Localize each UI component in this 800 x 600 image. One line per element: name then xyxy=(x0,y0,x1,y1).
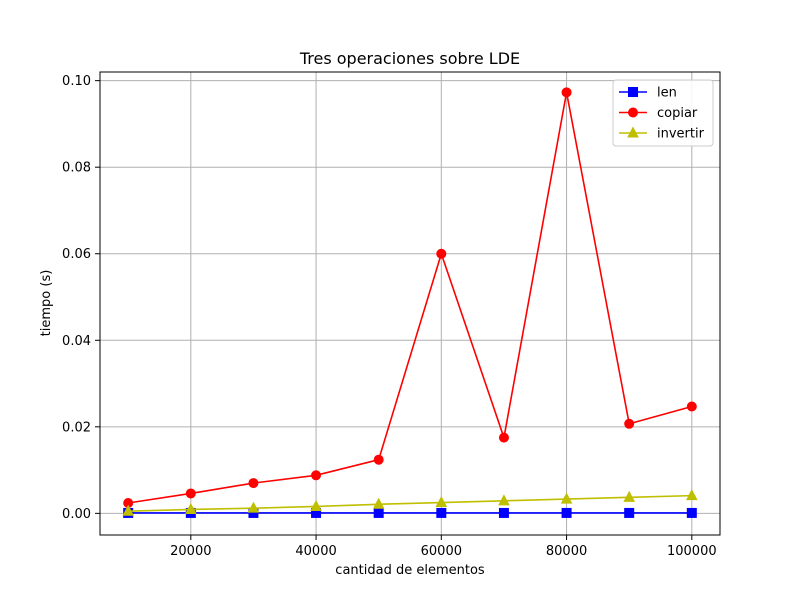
data-point-len xyxy=(373,507,384,518)
data-point-invertir xyxy=(623,490,636,502)
legend-label: len xyxy=(657,86,677,101)
data-point-copiar xyxy=(373,454,384,465)
data-point-copiar xyxy=(248,478,259,489)
y-tick-label: 0.02 xyxy=(62,420,91,435)
data-point-copiar xyxy=(686,401,697,412)
x-tick-label: 80000 xyxy=(546,544,587,559)
data-point-invertir xyxy=(685,489,698,501)
data-point-invertir xyxy=(310,499,322,511)
y-tick-label: 0.10 xyxy=(62,74,91,89)
y-tick-label: 0.06 xyxy=(62,247,91,262)
legend-item-len: len xyxy=(619,86,677,101)
y-tick-label: 0.04 xyxy=(62,334,91,349)
data-point-copiar xyxy=(498,432,509,443)
legend-item-invertir: invertir xyxy=(619,126,705,142)
legend: len copiar invertir xyxy=(612,79,714,147)
legend-item-copiar: copiar xyxy=(619,106,698,121)
x-tick-label: 100000 xyxy=(667,544,717,559)
data-point-len xyxy=(686,507,697,518)
y-tick-label: 0.00 xyxy=(62,507,91,522)
plot-frame xyxy=(99,71,721,536)
x-tick-label: 40000 xyxy=(295,544,336,559)
data-point-copiar xyxy=(185,488,196,499)
series-line-copiar xyxy=(128,92,693,504)
data-point-len xyxy=(498,507,509,518)
data-point-invertir xyxy=(435,495,448,508)
data-point-invertir xyxy=(372,497,385,509)
legend-marker xyxy=(628,87,638,97)
data-point-invertir xyxy=(560,492,573,504)
legend-label: invertir xyxy=(657,127,705,142)
data-point-invertir xyxy=(122,504,135,516)
legend-marker xyxy=(627,126,639,138)
legend-marker xyxy=(628,107,638,118)
data-point-copiar xyxy=(311,470,322,481)
data-point-len xyxy=(624,507,635,518)
data-point-len xyxy=(436,507,447,518)
data-point-invertir xyxy=(247,501,260,513)
series-line-invertir xyxy=(128,494,692,513)
chart-title: Tres operaciones sobre LDE xyxy=(299,49,520,68)
data-point-copiar xyxy=(561,87,572,98)
x-axis-label: cantidad de elementos xyxy=(335,563,485,578)
data-point-copiar xyxy=(436,248,447,259)
data-point-invertir xyxy=(184,502,197,514)
data-point-len xyxy=(561,507,572,518)
data-point-copiar xyxy=(624,418,635,429)
y-tick-label: 0.08 xyxy=(62,161,91,176)
axes: 20000 40000 60000 80000 100000 0.00 0.02 0.04 0.… xyxy=(62,74,717,559)
data-point-invertir xyxy=(498,494,510,506)
series-layer xyxy=(122,87,698,518)
series-copiar xyxy=(123,87,697,508)
series-invertir xyxy=(122,489,698,516)
legend-label: copiar xyxy=(657,106,698,121)
x-tick-label: 60000 xyxy=(421,544,462,559)
y-axis-label: tiempo (s) xyxy=(39,270,54,337)
x-tick-label: 20000 xyxy=(170,544,211,559)
